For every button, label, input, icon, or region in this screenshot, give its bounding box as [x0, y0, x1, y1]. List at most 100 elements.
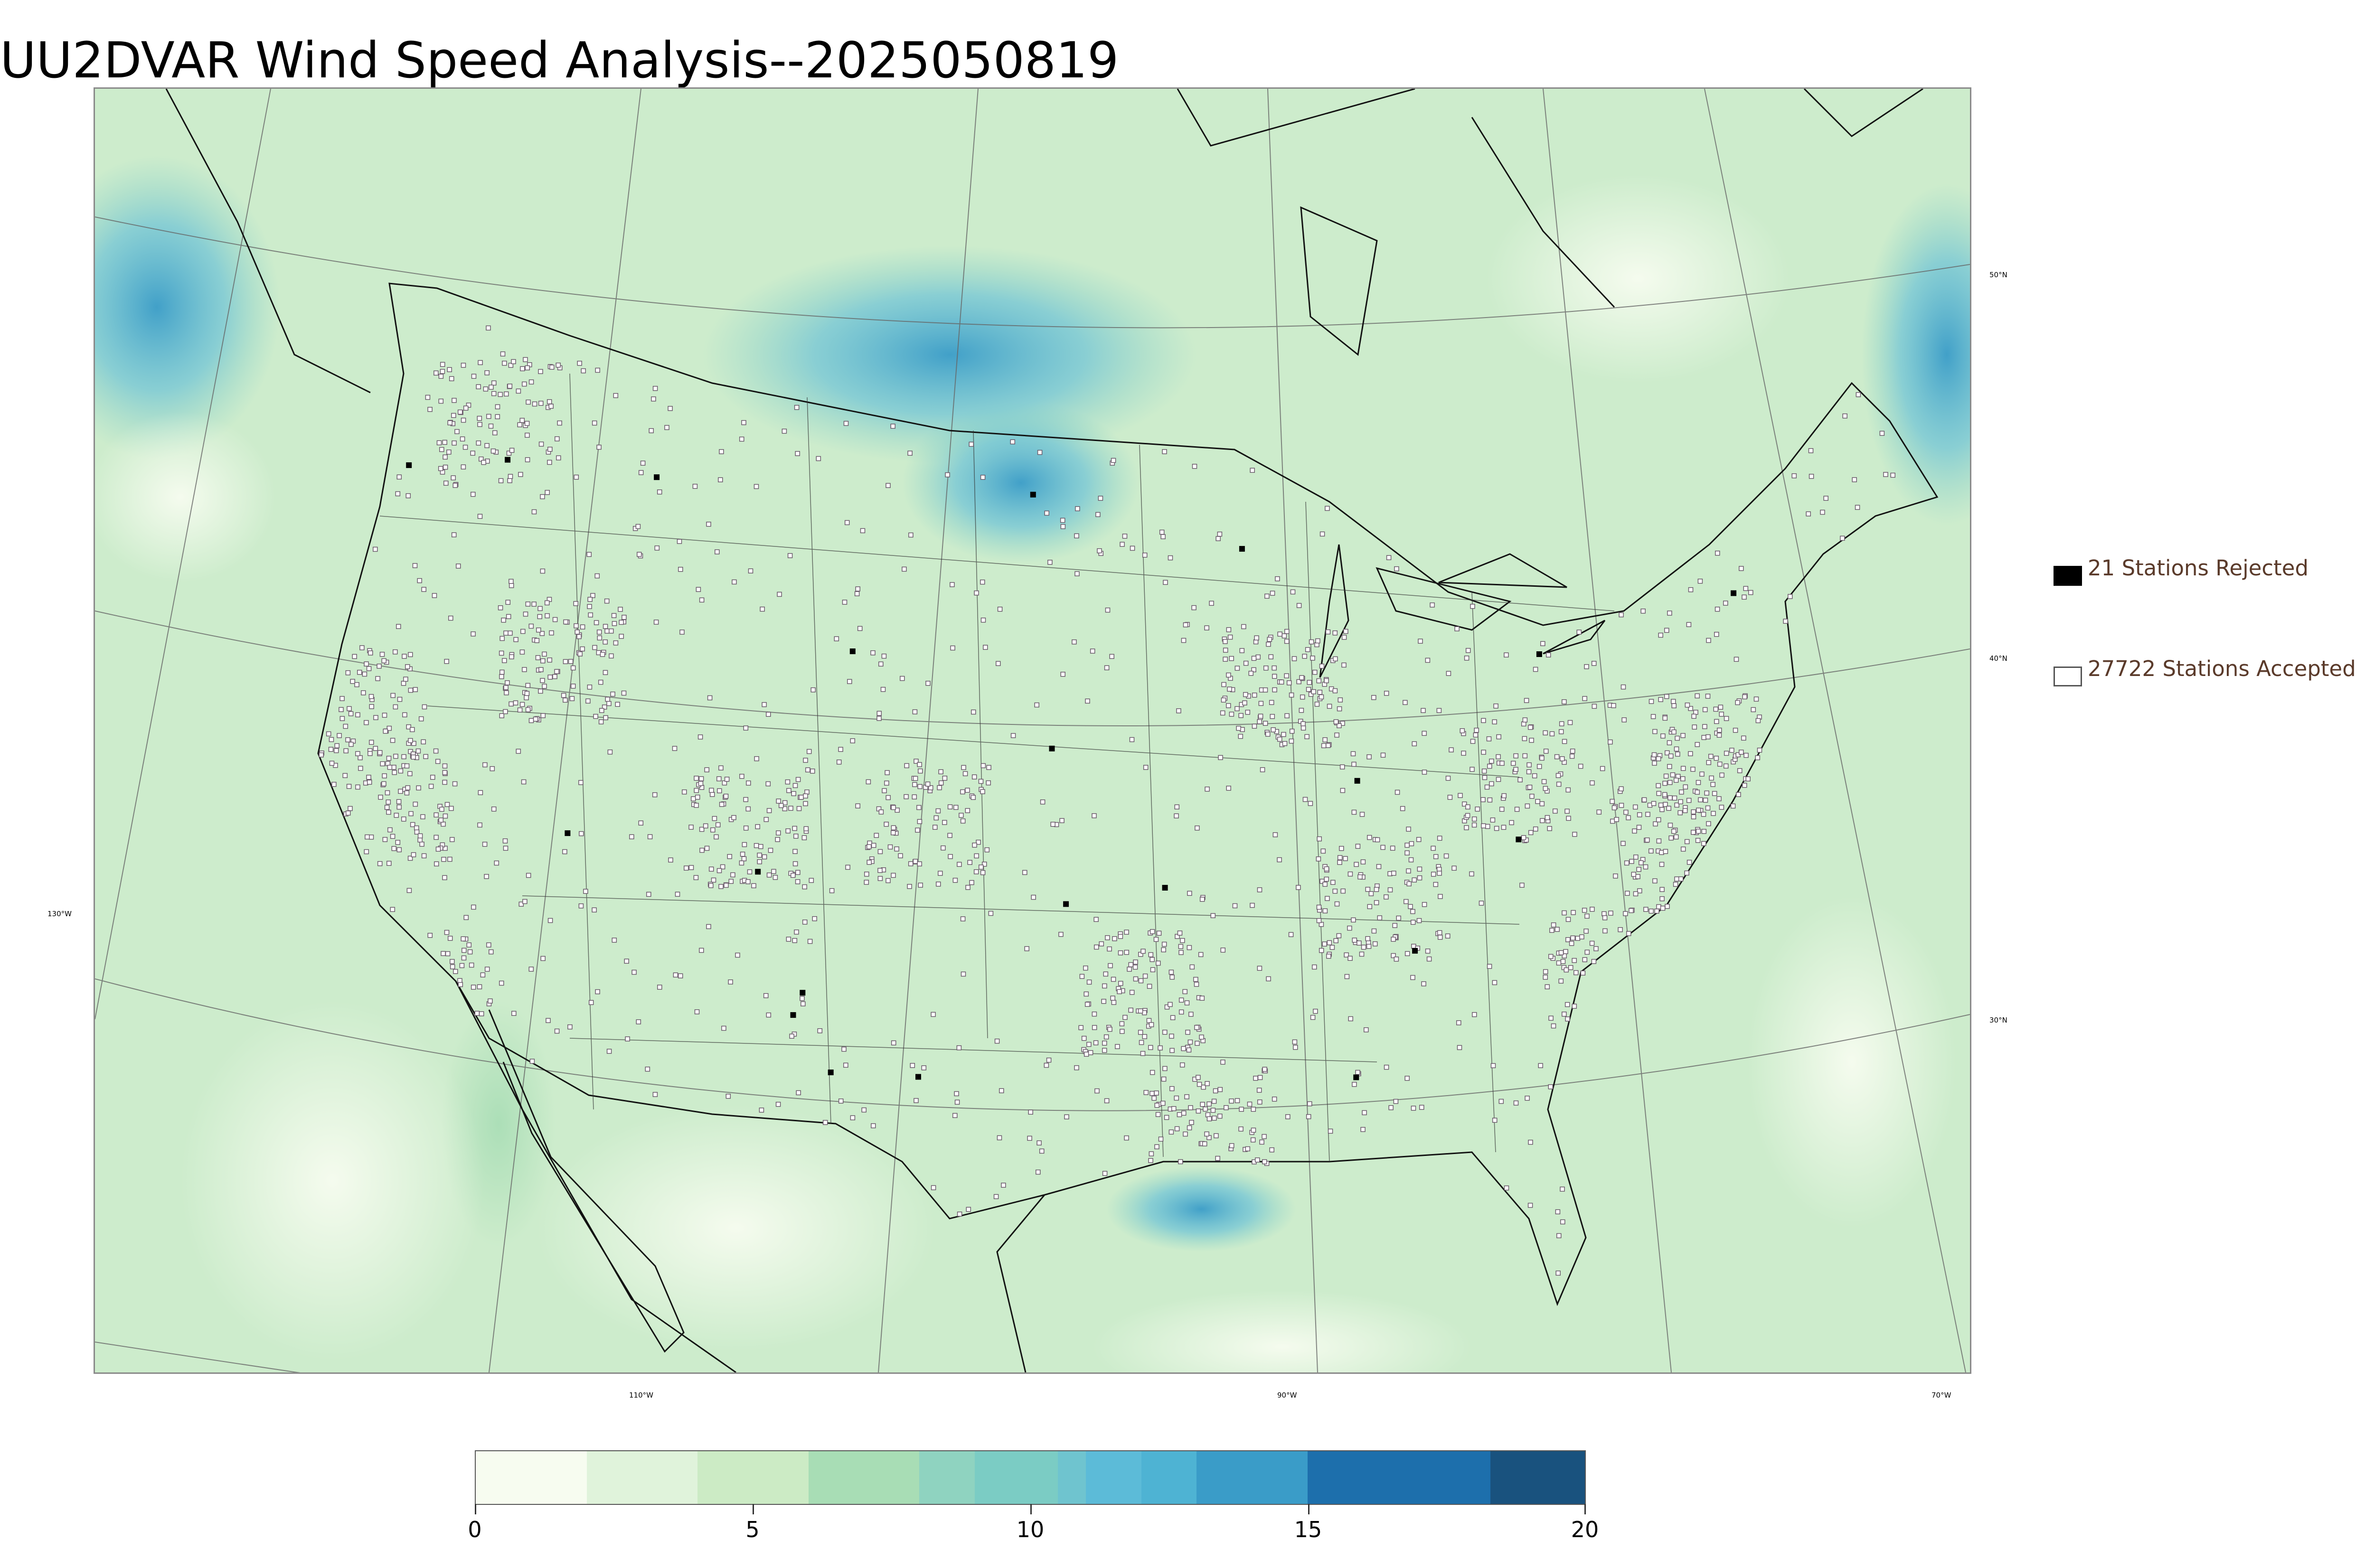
accepted-station-marker — [1239, 648, 1245, 653]
accepted-station-marker — [1416, 837, 1422, 842]
accepted-station-marker — [1183, 622, 1188, 628]
accepted-station-marker — [1046, 1057, 1052, 1063]
accepted-station-marker — [1421, 708, 1426, 713]
accepted-station-marker — [518, 472, 523, 477]
accepted-station-marker — [443, 464, 448, 470]
accepted-station-marker — [719, 802, 725, 807]
accepted-station-marker — [1723, 601, 1728, 606]
accepted-station-marker — [1193, 976, 1198, 982]
accepted-station-marker — [1474, 727, 1479, 733]
accepted-station-marker — [504, 391, 509, 397]
accepted-station-marker — [387, 827, 393, 833]
accepted-station-marker — [886, 878, 891, 883]
accepted-station-marker — [1636, 867, 1641, 872]
accepted-station-marker — [1572, 958, 1577, 963]
accepted-station-marker — [1269, 1147, 1274, 1153]
accepted-station-marker — [343, 748, 349, 753]
accepted-station-marker — [1560, 959, 1566, 964]
wind-maximum-dakotas — [902, 402, 1140, 563]
accepted-station-marker — [355, 784, 360, 790]
accepted-station-marker — [970, 795, 976, 800]
accepted-station-marker — [1613, 873, 1618, 879]
rejected-station-marker — [790, 1012, 796, 1018]
wind-speed-map[interactable] — [94, 87, 1971, 1374]
accepted-station-marker — [404, 763, 410, 769]
accepted-station-marker — [1526, 762, 1532, 768]
accepted-station-marker — [570, 684, 576, 689]
accepted-station-marker — [1663, 802, 1668, 807]
accepted-station-marker — [694, 1009, 700, 1014]
accepted-station-marker — [443, 813, 448, 819]
accepted-station-marker — [1229, 1143, 1234, 1148]
accepted-station-marker — [345, 810, 351, 816]
accepted-station-marker — [1316, 856, 1321, 862]
accepted-station-marker — [649, 428, 654, 433]
accepted-station-marker — [1653, 821, 1658, 826]
accepted-station-marker — [1343, 629, 1348, 634]
accepted-station-marker — [1788, 594, 1793, 599]
accepted-station-marker — [411, 741, 416, 746]
accepted-station-marker — [1465, 648, 1471, 653]
accepted-station-marker — [549, 365, 555, 370]
accepted-station-marker — [871, 1123, 876, 1128]
accepted-station-marker — [1690, 767, 1696, 772]
colorbar-band-10 — [1307, 1451, 1491, 1504]
accepted-station-marker — [408, 687, 414, 693]
accepted-station-marker — [1317, 689, 1323, 695]
colorbar-tick-0 — [475, 1504, 476, 1514]
accepted-station-marker — [540, 568, 546, 574]
accepted-station-marker — [546, 399, 552, 404]
accepted-station-marker — [1083, 1052, 1089, 1057]
accepted-station-marker — [997, 606, 1003, 612]
accepted-station-marker — [1558, 950, 1564, 956]
accepted-station-marker — [796, 806, 802, 811]
accepted-station-marker — [1633, 804, 1638, 810]
baja-peninsula — [488, 1009, 685, 1353]
accepted-station-marker — [1560, 1219, 1565, 1225]
accepted-station-marker — [1119, 1021, 1125, 1026]
calm-zone-southwest — [537, 1105, 935, 1352]
accepted-station-marker — [483, 386, 489, 392]
accepted-station-marker — [1178, 944, 1184, 949]
rejected-station-marker — [1239, 546, 1245, 552]
accepted-station-marker — [382, 773, 387, 779]
accepted-station-marker — [694, 788, 699, 793]
accepted-station-marker — [1098, 496, 1103, 501]
accepted-station-marker — [1072, 639, 1077, 645]
accepted-station-marker — [1150, 967, 1156, 973]
accepted-station-marker — [724, 883, 729, 888]
accepted-station-marker — [1757, 747, 1762, 753]
accepted-station-marker — [795, 777, 801, 782]
accepted-station-marker — [1702, 707, 1708, 713]
accepted-station-marker — [1576, 629, 1582, 635]
accepted-station-marker — [1705, 734, 1711, 740]
accepted-station-marker — [1637, 812, 1642, 817]
accepted-station-marker — [1755, 718, 1761, 723]
accepted-station-marker — [433, 835, 439, 840]
accepted-station-marker — [528, 718, 534, 723]
accepted-station-marker — [391, 846, 397, 851]
accepted-station-marker — [1883, 472, 1888, 477]
accepted-station-marker — [1705, 805, 1711, 811]
accepted-station-marker — [491, 391, 497, 396]
accepted-station-marker — [1406, 826, 1411, 832]
accepted-station-marker — [636, 1019, 641, 1024]
hudson-bay — [1300, 206, 1378, 356]
accepted-station-marker — [1198, 952, 1204, 958]
accepted-station-marker — [463, 405, 469, 411]
accepted-station-marker — [637, 552, 642, 557]
accepted-station-marker — [1226, 786, 1231, 791]
accepted-station-marker — [698, 781, 704, 786]
accepted-station-marker — [1596, 809, 1602, 815]
accepted-station-marker — [383, 728, 388, 734]
accepted-station-marker — [778, 803, 784, 808]
accepted-station-marker — [590, 593, 595, 598]
accepted-station-marker — [1376, 864, 1382, 869]
accepted-station-marker — [904, 794, 909, 799]
accepted-station-marker — [754, 484, 759, 489]
accepted-station-marker — [1685, 702, 1690, 708]
accepted-station-marker — [386, 725, 392, 731]
accepted-station-marker — [525, 432, 530, 438]
accepted-station-marker — [1548, 954, 1554, 959]
accepted-station-marker — [1140, 1051, 1146, 1056]
